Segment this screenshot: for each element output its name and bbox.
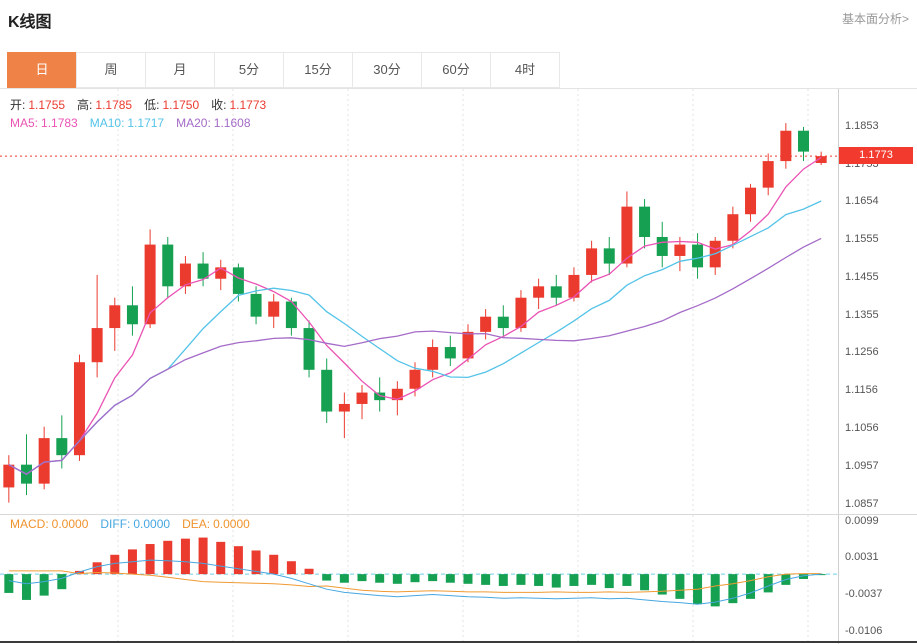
tab-60min[interactable]: 60分 <box>421 52 491 88</box>
macd-tick: -0.0037 <box>845 588 883 600</box>
tab-15min[interactable]: 15分 <box>283 52 353 88</box>
ma20-label: MA20: <box>176 116 211 130</box>
ohlc-close: 收: 1.1773 <box>211 98 266 112</box>
price-tick: 1.1853 <box>845 119 879 132</box>
ma20-legend: MA20: 1.1608 <box>176 116 250 130</box>
price-tick: 1.1654 <box>845 195 879 208</box>
tab-30min[interactable]: 30分 <box>352 52 422 88</box>
ma5-value: 1.1783 <box>41 116 78 130</box>
ohlc-close-label: 收: <box>211 98 227 112</box>
macd-label: MACD: <box>10 517 49 531</box>
price-axis: 1.1853 1.1753 1.1654 1.1555 1.1455 1.1355 1.12… <box>838 89 917 644</box>
ma10-label: MA10: <box>89 116 125 130</box>
price-tick: 1.1256 <box>845 346 879 359</box>
price-tick: 1.1555 <box>845 232 879 245</box>
ohlc-open-value: 1.1755 <box>28 98 66 112</box>
macd-legend: MACD: 0.0000 <box>10 517 88 531</box>
price-tick: 1.1455 <box>845 270 879 283</box>
tab-month[interactable]: 月 <box>145 52 215 88</box>
ma20-value: 1.1608 <box>213 116 251 130</box>
macd-value: 0.0000 <box>51 517 89 531</box>
fundamental-analysis-link[interactable]: 基本面分析> <box>841 12 909 26</box>
dea-legend: DEA: 0.0000 <box>182 517 250 531</box>
ohlc-low-value: 1.1750 <box>162 98 200 112</box>
header: K线图 基本面分析> <box>0 0 917 52</box>
tab-5min[interactable]: 5分 <box>214 52 284 88</box>
chart-area: 开: 1.1755 高: 1.1785 低: 1.1750 收: 1.1773 MA5: 1.1… <box>0 88 917 644</box>
price-tick: 1.1156 <box>845 384 878 397</box>
dea-value: 0.0000 <box>213 517 250 531</box>
ohlc-open-label: 开: <box>10 98 26 112</box>
ohlc-open: 开: 1.1755 <box>10 98 65 112</box>
ohlc-high-label: 高: <box>77 98 93 112</box>
tab-week[interactable]: 周 <box>76 52 146 88</box>
price-tick: 1.0857 <box>845 497 879 510</box>
ohlc-info-row: 开: 1.1755 高: 1.1785 低: 1.1750 收: 1.1773 <box>10 96 278 113</box>
tab-day[interactable]: 日 <box>7 52 77 88</box>
ohlc-close-value: 1.1773 <box>229 98 267 112</box>
ma10-legend: MA10: 1.1717 <box>90 116 164 130</box>
page-title: K线图 <box>8 14 52 31</box>
tab-4hour[interactable]: 4时 <box>490 52 560 88</box>
ma10-value: 1.1717 <box>127 116 165 130</box>
macd-tick: -0.0106 <box>845 625 883 638</box>
period-tabs: 日周月 5分 15分 30分 60分 4时 <box>7 52 560 88</box>
diff-value: 0.0000 <box>133 517 171 531</box>
macd-tick: 0.0031 <box>845 551 879 564</box>
last-price-badge: 1.1773 <box>839 146 913 164</box>
diff-legend: DIFF: 0.0000 <box>100 517 170 531</box>
dea-label: DEA: <box>182 517 211 531</box>
ma-info-row: MA5: 1.1783 MA10: 1.1717 MA20: 1.1608 <box>10 116 263 130</box>
ma5-legend: MA5: 1.1783 <box>10 116 78 130</box>
panel-separator <box>0 514 917 515</box>
macd-info-row: MACD: 0.0000 DIFF: 0.0000 DEA: 0.0000 <box>10 517 262 531</box>
ohlc-high-value: 1.1785 <box>95 98 133 112</box>
ohlc-low-label: 低: <box>144 98 160 112</box>
macd-chart[interactable] <box>0 515 838 644</box>
ohlc-low: 低: 1.1750 <box>144 98 199 112</box>
price-tick: 1.1056 <box>845 422 879 435</box>
macd-tick: 0.0099 <box>845 514 879 527</box>
ohlc-high: 高: 1.1785 <box>77 98 132 112</box>
price-tick: 1.1355 <box>845 308 879 321</box>
bottom-border <box>0 641 917 643</box>
ma5-label: MA5: <box>10 116 39 130</box>
candlestick-chart[interactable] <box>0 89 838 514</box>
price-tick: 1.0957 <box>845 459 879 472</box>
diff-label: DIFF: <box>100 517 131 531</box>
